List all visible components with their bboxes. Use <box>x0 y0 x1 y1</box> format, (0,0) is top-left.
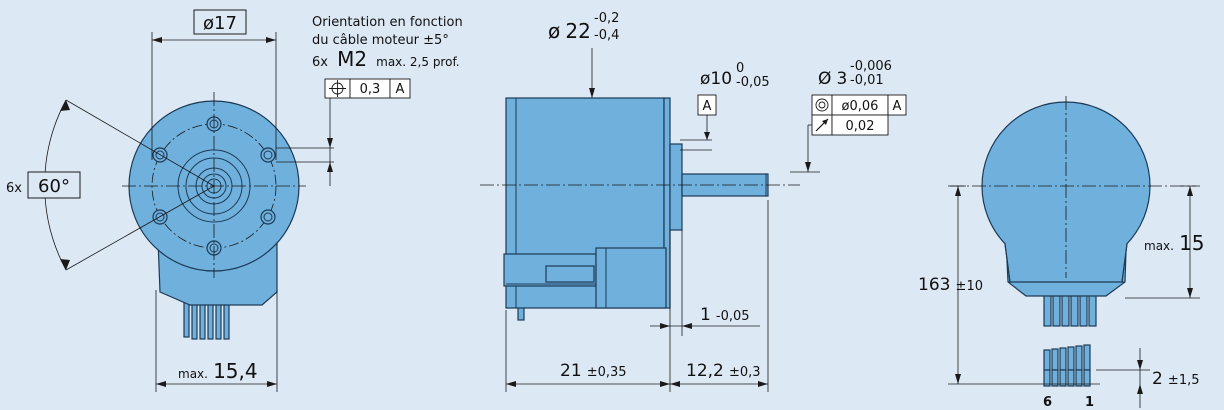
front-cable-wire <box>223 301 230 340</box>
flange-thickness-label: 1 -0,05 <box>700 305 750 325</box>
body-dia-tol-upper: -0,2 <box>594 11 619 26</box>
pilot-tol-lower: -0,05 <box>736 75 770 90</box>
concentricity-datum: A <box>893 99 902 114</box>
position-tol-value: 0,3 <box>360 82 381 97</box>
angle-leader-upper <box>65 99 215 187</box>
front-cable-wire <box>207 301 214 340</box>
rear-view: max. 15 163 ±10 2 ±1,5 6 1 <box>918 96 1205 410</box>
shaft-tol-upper: -0,006 <box>850 59 892 74</box>
orientation-note-line1: Orientation en fonction <box>312 15 463 30</box>
strip-length-label: 2 ±1,5 <box>1152 369 1200 389</box>
side-view: ø 22 -0,2 -0,4 ø10 0 -0,05 A Ø 3 -0,006 … <box>480 11 907 392</box>
pin-number-1: 1 <box>1085 395 1094 410</box>
shaft-tol-lower: -0,01 <box>850 73 884 88</box>
dia17-label: ø17 <box>203 13 237 34</box>
height-label: max. 15 <box>1144 231 1205 255</box>
front-cable-wire <box>183 301 190 338</box>
body-length-label: 21 ±0,35 <box>560 361 627 381</box>
angle-label: 60° <box>38 176 70 197</box>
front-cable-wire <box>215 301 222 340</box>
width-label: max. 15,4 <box>178 359 258 383</box>
stripped-wire-ends <box>1043 344 1091 387</box>
dia17-box <box>193 9 247 35</box>
shaft-tolerance-frame: ø0,06 A 0,02 <box>811 94 907 136</box>
front-view: ø17 6x 60° Orientation en fonction du câ… <box>6 9 463 392</box>
angle-leader-lower <box>65 185 215 271</box>
position-tol-datum: A <box>396 82 405 97</box>
body-dia-tol-lower: -0,4 <box>594 28 619 43</box>
shaft-length-label: 12,2 ±0,3 <box>686 361 761 381</box>
concentricity-value: ø0,06 <box>842 99 879 114</box>
pin-number-6: 6 <box>1043 395 1052 410</box>
pilot-tol-upper: 0 <box>736 61 744 76</box>
angle-prefix: 6x <box>6 181 22 196</box>
position-tolerance-frame: 0,3 A <box>324 78 411 99</box>
pilot-dia-label: ø10 <box>700 69 732 89</box>
shaft-dia-label: Ø 3 <box>818 69 847 89</box>
orientation-note-line2: du câble moteur ±5° <box>312 33 449 48</box>
front-cable-wire <box>191 301 198 340</box>
thread-callout: 6x M2 max. 2,5 prof. <box>312 47 460 71</box>
side-connector-housing <box>595 247 667 309</box>
cable-length-label: 163 ±10 <box>918 275 983 295</box>
front-cable-wire <box>199 301 206 340</box>
side-pilot <box>669 143 683 231</box>
datum-a-label: A <box>703 99 712 114</box>
runout-value: 0,02 <box>846 119 875 134</box>
body-dia-label: ø 22 <box>548 19 591 43</box>
angle-box <box>27 171 81 199</box>
